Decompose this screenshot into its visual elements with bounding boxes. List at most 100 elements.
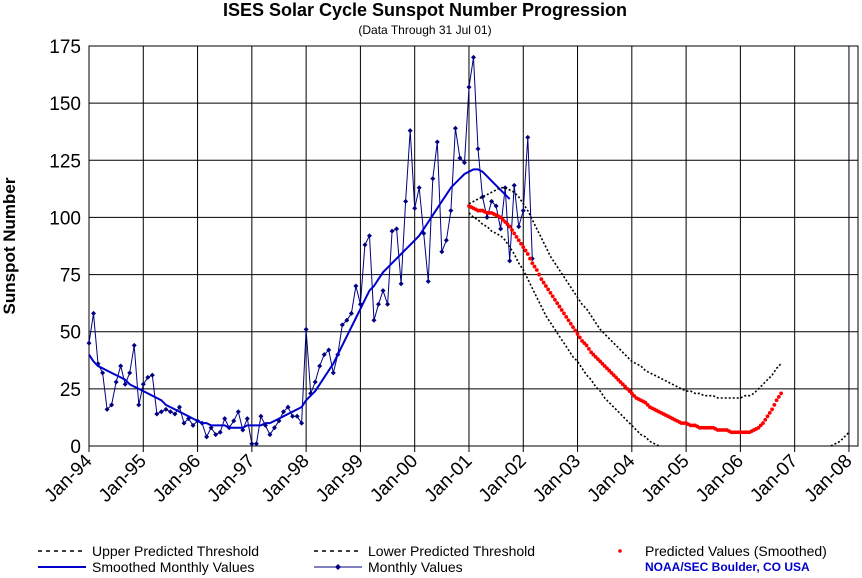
monthly-values-point (443, 237, 449, 243)
monthly-values-point (145, 374, 151, 380)
monthly-values-point (466, 84, 472, 90)
monthly-values-point (213, 432, 219, 438)
x-tick-labels: Jan-94Jan-95Jan-96Jan-97Jan-98Jan-99Jan-… (41, 450, 857, 506)
monthly-values-point (217, 429, 223, 435)
predicted-values-smoothed-point (577, 335, 582, 340)
monthly-values-point (394, 226, 400, 232)
monthly-values-point (190, 422, 196, 428)
x-tick-label: Jan-08 (801, 451, 857, 507)
predicted-values-smoothed-point (550, 294, 555, 299)
monthly-values-point (208, 425, 214, 431)
monthly-values-point (389, 228, 395, 234)
legend-predicted-label: Predicted Values (Smoothed) (645, 543, 827, 559)
predicted-values-smoothed-point (519, 241, 523, 246)
monthly-values-point (525, 134, 531, 140)
x-tick-label: Jan-94 (41, 450, 97, 506)
monthly-values-point (425, 278, 431, 284)
monthly-values-point (136, 402, 142, 408)
y-tick-label: 125 (49, 151, 81, 172)
legend-monthly-label: Monthly Values (368, 559, 463, 575)
monthly-values-point (235, 409, 241, 415)
predicted-values-smoothed-point (541, 280, 546, 285)
y-axis-label: Sunspot Number (0, 177, 19, 314)
x-tick-label: Jan-07 (746, 451, 802, 507)
monthly-values-point (317, 363, 323, 369)
monthly-values-point (326, 347, 332, 353)
monthly-values-point (271, 425, 277, 431)
legend-lower-label: Lower Predicted Threshold (368, 543, 535, 559)
predicted-values-smoothed-point (516, 238, 521, 243)
smoothed-monthly-values-line (88, 168, 511, 429)
monthly-values-point (253, 441, 259, 447)
predicted-values-smoothed-point (779, 391, 783, 396)
predicted-values-smoothed-point (521, 245, 526, 250)
y-tick-label: 175 (49, 37, 81, 58)
monthly-values-point (290, 413, 296, 419)
monthly-values-point (493, 203, 499, 209)
credit-text: NOAA/SEC Boulder, CO USA (645, 560, 810, 574)
x-tick-label: Jan-96 (149, 451, 205, 507)
predicted-values-smoothed-point (763, 417, 768, 422)
monthly-values-point (475, 146, 481, 152)
monthly-values-line (88, 57, 533, 445)
legend-predicted-dot (618, 549, 622, 553)
legend-smoothed-label: Smoothed Monthly Values (92, 559, 254, 575)
monthly-values-point (461, 160, 467, 166)
monthly-values-point (344, 317, 350, 323)
predicted-values-smoothed-point (575, 332, 580, 336)
monthly-values-point (303, 326, 309, 332)
monthly-values-point (511, 182, 517, 188)
plot-frame (88, 45, 859, 447)
legend-monthly-marker (335, 564, 341, 570)
predicted-values-smoothed-point (539, 277, 544, 282)
monthly-values-point (149, 372, 155, 378)
predicted-values-smoothed-point (512, 231, 517, 236)
predicted-values-smoothed-point (562, 311, 566, 316)
predicted-values-smoothed-point (584, 343, 589, 348)
predicted-values-smoothed-point (534, 268, 539, 272)
monthly-values-point (154, 411, 160, 417)
series-marks (86, 54, 850, 447)
monthly-values-point (118, 363, 124, 369)
monthly-values-point (204, 434, 210, 440)
y-tick-label: 50 (60, 323, 81, 344)
x-tick-label: Jan-98 (258, 451, 314, 507)
predicted-values-smoothed-point (507, 224, 512, 229)
monthly-values-point (176, 404, 182, 410)
monthly-values-point (181, 420, 187, 426)
predicted-values-smoothed-point (770, 407, 774, 412)
monthly-values-point (353, 283, 359, 289)
lower-predicted-threshold-tail-line (830, 431, 850, 447)
monthly-values-point (104, 406, 110, 412)
monthly-values-point (471, 54, 476, 60)
monthly-values-point (448, 208, 454, 214)
monthly-values-point (516, 224, 522, 230)
x-tick-label: Jan-05 (638, 451, 694, 507)
predicted-values-smoothed-point (528, 256, 532, 261)
predicted-values-smoothed-point (568, 321, 573, 326)
predicted-values-smoothed-point (523, 248, 528, 253)
monthly-values-point (385, 301, 391, 307)
monthly-values-point (430, 176, 436, 182)
monthly-values-point (281, 409, 287, 415)
monthly-values-point (285, 404, 291, 410)
monthly-values-point (86, 340, 92, 346)
predicted-values-smoothed-point (537, 272, 541, 277)
monthly-values-point (321, 352, 327, 358)
monthly-values-point (172, 411, 178, 417)
predicted-values-smoothed-point (767, 410, 772, 415)
monthly-values-point (91, 310, 97, 316)
monthly-values-point (249, 441, 255, 447)
monthly-values-point (520, 208, 526, 214)
predicted-values-smoothed-point (566, 318, 571, 323)
x-tick-label: Jan-00 (366, 451, 422, 507)
predicted-values-smoothed-point (559, 308, 564, 312)
monthly-values-point (258, 413, 264, 419)
monthly-values-point (240, 427, 246, 433)
x-tick-label: Jan-02 (475, 451, 531, 507)
monthly-values-point (267, 432, 273, 438)
monthly-values-point (403, 198, 409, 204)
predicted-values-smoothed-point (586, 346, 591, 351)
monthly-values-point (312, 379, 318, 385)
predicted-values-smoothed-point (573, 328, 578, 333)
